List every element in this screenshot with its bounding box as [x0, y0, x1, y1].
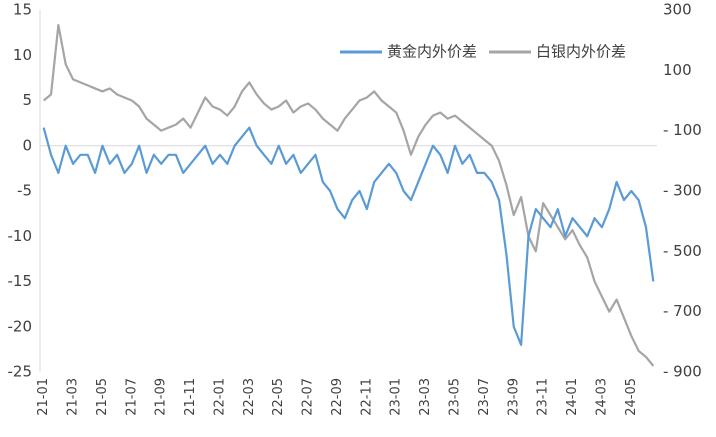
x-tick-label: 21-05	[95, 378, 110, 416]
y2-tick-label: - 300	[663, 182, 702, 200]
y2-tick-label: - 100	[663, 121, 702, 139]
x-tick-label: 22-01	[212, 378, 227, 416]
y-tick-label: 0	[22, 136, 32, 154]
series-line	[42, 23, 655, 367]
y2-tick-label: 100	[663, 61, 692, 79]
x-tick-label: 21-11	[183, 378, 198, 416]
x-tick-label: 21-09	[154, 378, 169, 416]
x-tick-label: 23-09	[506, 378, 521, 416]
x-tick-label: 22-11	[359, 378, 374, 416]
x-tick-label: 22-09	[330, 378, 345, 416]
x-tick-label: 21-07	[124, 378, 139, 416]
y-tick-label: 15	[13, 1, 32, 19]
y2-tick-label: 300	[663, 1, 692, 19]
x-tick-label: 24-03	[594, 378, 609, 416]
y-tick-label: -5	[17, 182, 32, 200]
x-tick-label: 21-01	[36, 378, 51, 416]
y-tick-label: -15	[8, 272, 33, 290]
x-tick-label: 21-03	[66, 378, 81, 416]
x-tick-label: 23-01	[389, 378, 404, 416]
legend-label: 黄金内外价差	[387, 43, 477, 61]
y-tick-label: 10	[13, 46, 32, 64]
y-tick-label: 5	[22, 91, 32, 109]
x-tick-label: 22-07	[301, 378, 316, 416]
x-tick-label: 23-03	[418, 378, 433, 416]
x-tick-label: 23-11	[536, 378, 551, 416]
legend-label: 白银内外价差	[536, 43, 626, 61]
x-tick-label: 24-05	[624, 378, 639, 416]
y2-tick-label: - 500	[663, 242, 702, 260]
x-tick-label: 22-05	[271, 378, 286, 416]
series-line	[42, 126, 655, 346]
y-tick-label: -20	[8, 317, 33, 335]
y2-tick-label: - 900	[663, 363, 702, 381]
x-tick-label: 24-01	[565, 378, 580, 416]
y-tick-label: -10	[8, 227, 33, 245]
x-tick-label: 23-05	[448, 378, 463, 416]
y2-tick-label: - 700	[663, 302, 702, 320]
x-tick-label: 23-07	[477, 378, 492, 416]
y-tick-label: -25	[8, 363, 33, 381]
x-tick-label: 22-03	[242, 378, 257, 416]
